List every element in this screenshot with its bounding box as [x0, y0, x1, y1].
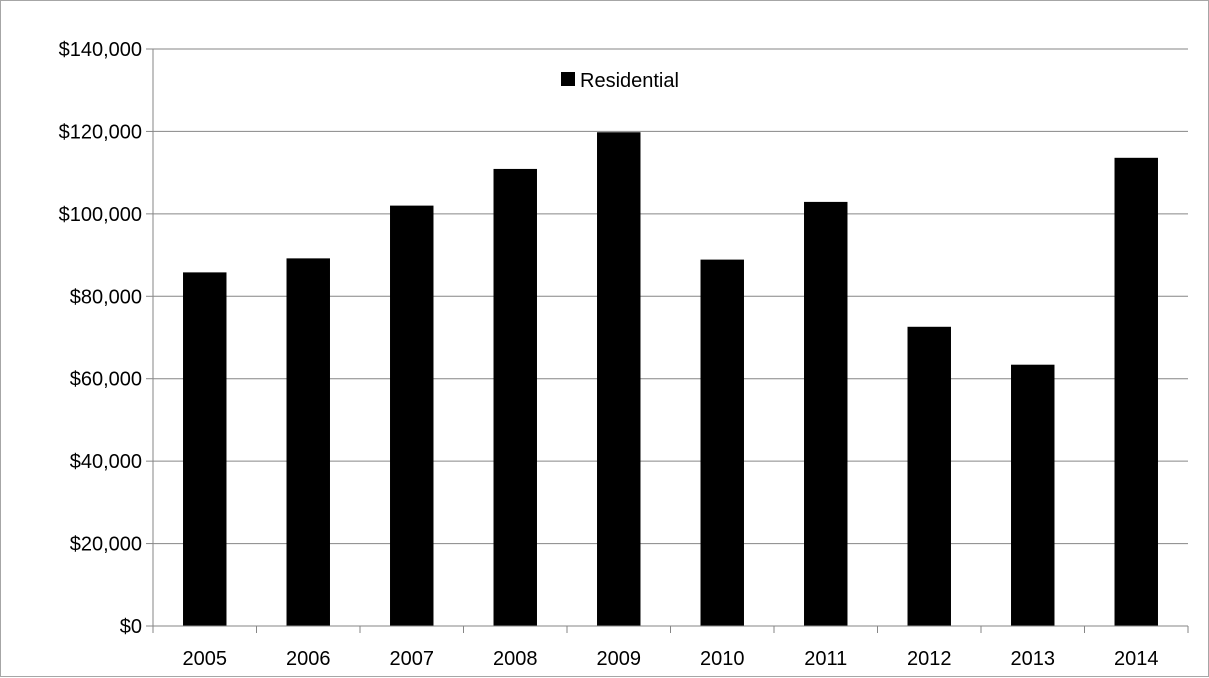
bar-2013 — [1011, 364, 1055, 626]
bar-2007 — [390, 205, 434, 626]
bar-2008 — [493, 168, 537, 626]
axes — [146, 48, 1189, 633]
bar-2005 — [183, 272, 227, 626]
bar-2014 — [1114, 157, 1158, 626]
legend: Residential — [561, 70, 679, 92]
y-tick-label: $60,000 — [70, 369, 142, 391]
y-tick-label: $100,000 — [59, 204, 142, 226]
x-tick-label: 2009 — [597, 648, 642, 670]
bar-2009 — [597, 132, 641, 626]
bar-2006 — [286, 258, 330, 626]
bars — [183, 132, 1158, 626]
x-axis-tick-labels: 2005 2006 2007 2008 2009 2010 2011 2012 2013 2014 — [183, 648, 1159, 670]
x-tick-label: 2013 — [1011, 648, 1056, 670]
x-tick-label: 2011 — [804, 648, 847, 670]
bar-2012 — [907, 326, 951, 626]
y-tick-label: $0 — [120, 616, 142, 638]
legend-label-residential: Residential — [580, 70, 679, 92]
legend-swatch-residential — [561, 72, 575, 86]
y-tick-label: $120,000 — [59, 121, 142, 143]
y-axis-tick-labels: $0 $20,000 $40,000 $60,000 $80,000 $100,000 $1… — [59, 39, 142, 638]
y-tick-label: $140,000 — [59, 39, 142, 61]
x-tick-label: 2010 — [700, 648, 745, 670]
x-tick-label: 2014 — [1114, 648, 1159, 670]
y-tick-label: $20,000 — [70, 534, 142, 556]
x-tick-label: 2012 — [907, 648, 952, 670]
x-tick-label: 2005 — [183, 648, 228, 670]
x-tick-label: 2007 — [390, 648, 435, 670]
x-tick-label: 2006 — [286, 648, 331, 670]
y-tick-label: $40,000 — [70, 451, 142, 473]
bar-2011 — [804, 201, 848, 626]
x-tick-label: 2008 — [493, 648, 538, 670]
y-tick-label: $80,000 — [70, 286, 142, 308]
bar-2010 — [700, 259, 744, 626]
